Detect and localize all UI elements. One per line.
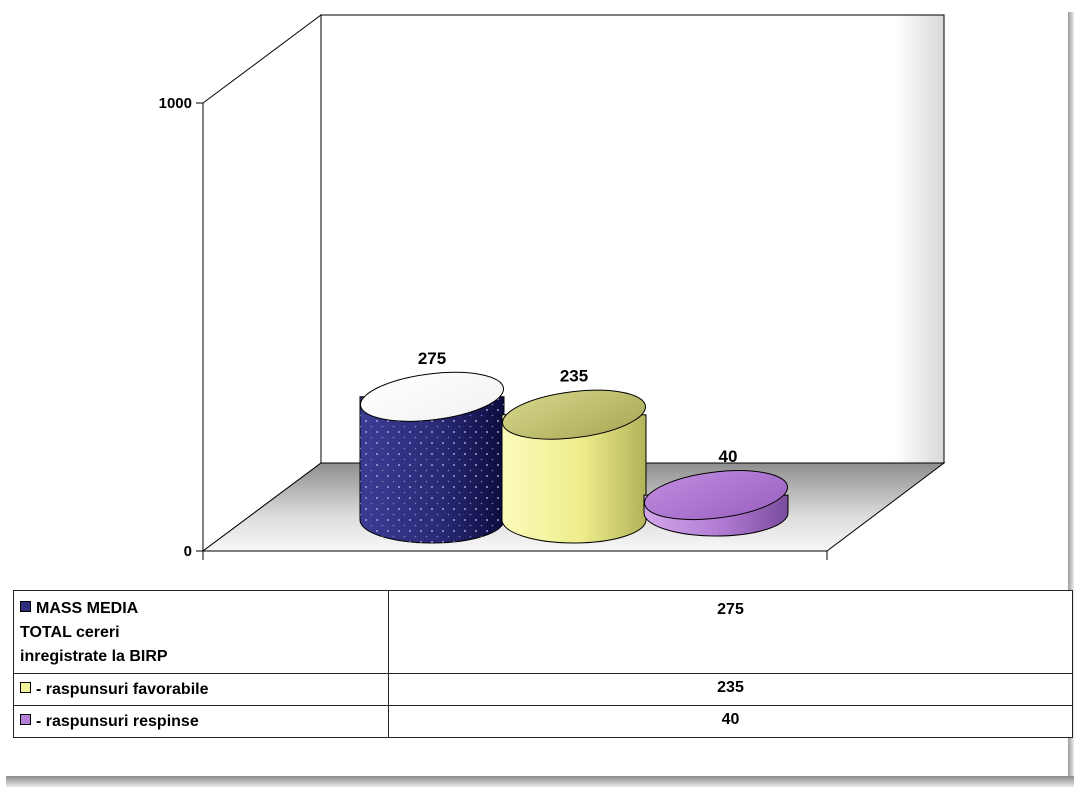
y-tick-label-zero: 0: [184, 543, 192, 560]
bars-layer: 275 235 40: [359, 349, 789, 544]
bar-cylinder: 235: [501, 367, 647, 544]
table-category-cell: MASS MEDIA TOTAL cereri inregistrate la …: [13, 590, 389, 674]
y-tick-label-max: 1000: [159, 95, 192, 112]
bar-top: [501, 389, 647, 440]
series-swatch: [20, 682, 31, 693]
frame-shadow-right: [1068, 12, 1074, 787]
bar-value-label: 40: [719, 447, 738, 466]
table-row: - raspunsuri favorabile 235: [13, 673, 1073, 706]
bar-texture: [360, 396, 504, 543]
table-row: MASS MEDIA TOTAL cereri inregistrate la …: [13, 590, 1073, 674]
bar-value-label: 275: [418, 349, 446, 368]
table-category-label: - raspunsuri respinse: [36, 713, 199, 730]
data-table: MASS MEDIA TOTAL cereri inregistrate la …: [13, 590, 1073, 738]
series-swatch: [20, 714, 31, 725]
frame-shadow-bottom: [6, 776, 1074, 787]
bar-value-label: 235: [560, 367, 588, 386]
table-category-cell: - raspunsuri respinse: [13, 705, 389, 738]
table-category-label: - raspunsuri favorabile: [36, 681, 209, 698]
table-category-cell: - raspunsuri favorabile: [13, 673, 389, 706]
bar-cylinder: 40: [643, 447, 789, 537]
table-value-cell: 235: [388, 673, 1073, 706]
table-category-label: MASS MEDIA TOTAL cereri inregistrate la …: [20, 600, 168, 665]
table-value-cell: 275: [388, 590, 1073, 674]
bar-cylinder: 275: [359, 349, 505, 544]
table-value-cell: 40: [388, 705, 1073, 738]
chart-left-wall: [202, 14, 322, 552]
bar-top: [359, 371, 505, 422]
table-row: - raspunsuri respinse 40: [13, 705, 1073, 738]
bar-top: [643, 470, 789, 521]
bar-body: [501, 414, 647, 544]
series-swatch: [20, 601, 31, 612]
